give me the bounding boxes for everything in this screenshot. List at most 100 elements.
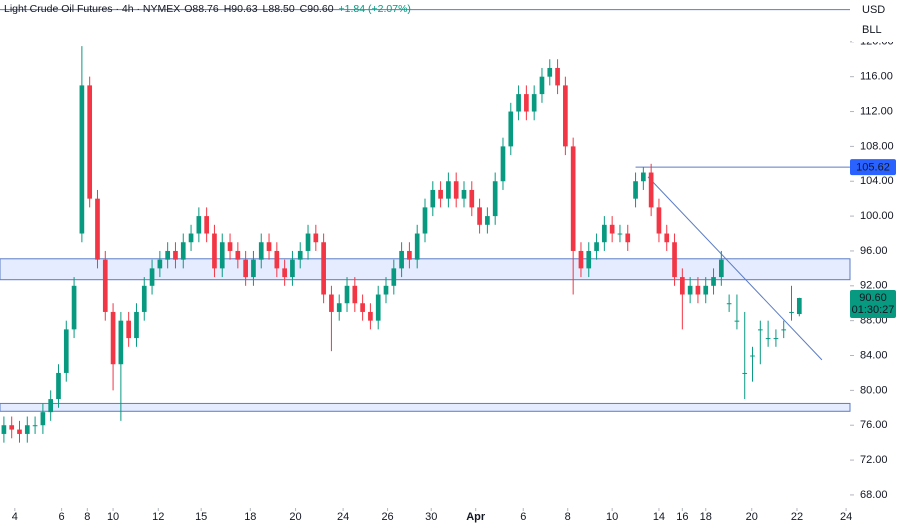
candle-body — [212, 233, 217, 269]
candle-body — [796, 298, 802, 315]
x-tick-label: 15 — [195, 511, 207, 523]
candle-body — [141, 285, 147, 312]
candle-body — [492, 181, 498, 217]
candle-body — [17, 429, 22, 434]
candle-body — [375, 294, 381, 321]
candle-body — [134, 311, 139, 339]
ohlc-value: H90.63 — [224, 3, 258, 15]
candle-body — [453, 181, 459, 199]
x-tick-label: 10 — [107, 511, 119, 523]
candle-body — [641, 172, 646, 182]
candle-body — [570, 146, 576, 251]
level-price-label: 105.62 — [856, 162, 890, 174]
candle-body — [297, 250, 303, 260]
candle-body — [266, 242, 272, 251]
countdown: 01:30:27 — [852, 304, 895, 316]
candle-body — [703, 285, 709, 295]
candle-body — [469, 189, 475, 208]
candle-body — [789, 311, 794, 313]
candle-body — [173, 250, 178, 260]
candle-body — [711, 277, 716, 286]
candle-body — [126, 320, 132, 339]
candle-body — [368, 311, 373, 321]
currency: USD — [862, 4, 885, 16]
y-tick-label: 108.00 — [860, 140, 894, 152]
candle-body — [407, 250, 412, 260]
candle-body — [274, 250, 280, 269]
candle-body — [563, 85, 568, 147]
candle-body — [79, 85, 85, 234]
candle-body — [282, 268, 287, 278]
candle-body — [235, 250, 241, 260]
candle-body — [258, 242, 264, 260]
candle-body — [305, 233, 311, 251]
ohlc-value: L88.50 — [263, 3, 295, 15]
zone — [0, 402, 851, 412]
candle-body — [290, 259, 295, 278]
candle-body — [102, 259, 108, 312]
ohlc-value: C90.60 — [300, 3, 334, 15]
candle-body — [251, 259, 256, 278]
candle-body — [531, 94, 537, 112]
candle-body — [63, 329, 69, 373]
y-tick-label: 68.00 — [860, 489, 888, 501]
candle-body — [204, 216, 209, 234]
candle-body — [485, 216, 490, 225]
symbol-title: Light Crude Oil Futures · 4h · NYMEX — [4, 3, 180, 15]
candle-body — [461, 189, 467, 199]
candle-body — [680, 277, 685, 295]
unit-box — [852, 0, 900, 42]
candle-body — [648, 172, 654, 208]
candle-body — [547, 67, 553, 77]
chart-header: Light Crude Oil Futures · 4h · NYMEX O88.… — [4, 3, 411, 15]
candle-body — [687, 285, 693, 295]
candle-body — [48, 399, 54, 413]
candle-body — [438, 189, 443, 199]
candle-body — [40, 412, 46, 426]
y-tick-label: 72.00 — [860, 454, 888, 466]
candle-body — [110, 311, 116, 365]
y-tick-label: 116.00 — [860, 71, 893, 83]
candle-body — [313, 233, 319, 243]
last-price-label: 90.60 — [859, 292, 887, 304]
x-tick-label: 30 — [425, 511, 437, 523]
candle-body — [87, 85, 93, 199]
candle-body — [180, 242, 186, 260]
unit: BLL — [862, 24, 882, 36]
x-tick-label: 6 — [59, 511, 65, 523]
x-tick-label: 12 — [152, 511, 164, 523]
x-tick-label: 16 — [676, 511, 688, 523]
x-tick-label: 20 — [289, 511, 301, 523]
candle-body — [243, 259, 248, 278]
candle-body — [602, 224, 607, 243]
candle-body — [399, 250, 404, 269]
candle-body — [757, 329, 763, 331]
candle-body — [555, 67, 560, 86]
x-tick-label: 24 — [337, 511, 349, 523]
candle-body — [321, 242, 326, 295]
candle-body — [773, 338, 779, 340]
x-tick-label: 18 — [700, 511, 712, 523]
y-tick-label: 112.00 — [860, 105, 893, 117]
candle-body — [56, 372, 61, 400]
candle-body — [360, 303, 365, 312]
plot-area — [0, 9, 851, 443]
x-tick-label: 18 — [244, 511, 256, 523]
candle-body — [383, 285, 389, 295]
candle-body — [1, 425, 7, 434]
candle-body — [750, 355, 755, 357]
candle-body — [765, 338, 771, 340]
y-tick-label: 96.00 — [860, 245, 888, 257]
candle-body — [672, 242, 677, 278]
candle-body — [594, 242, 599, 251]
last-price-box — [850, 290, 896, 319]
candle-body — [9, 425, 15, 430]
candle-body — [118, 320, 124, 365]
x-tick-label: Apr — [466, 511, 486, 523]
level-price-box — [850, 159, 896, 176]
candle-body — [609, 224, 615, 234]
candle-body — [617, 233, 623, 235]
candle-body — [742, 372, 748, 374]
